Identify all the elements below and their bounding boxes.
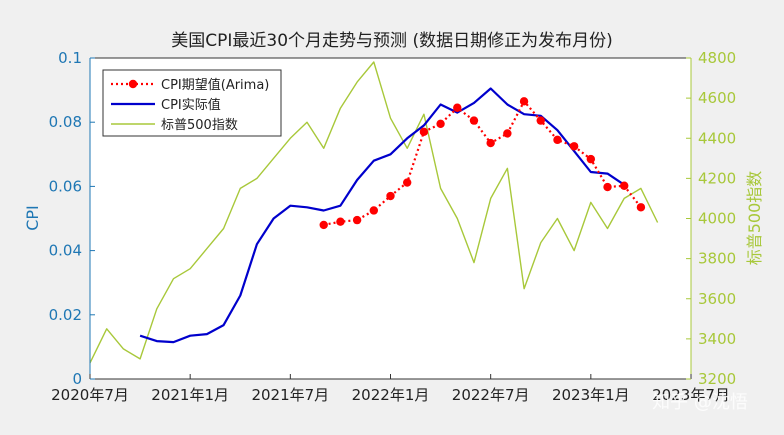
x-tick-label-5: 2023年1月 bbox=[552, 386, 630, 404]
ticks-layer: 2020年7月 2021年1月 2021年7月 2022年1月 2022年7月 2023年… bbox=[49, 49, 737, 404]
series-line-2 bbox=[89, 61, 659, 364]
legend-label-0: CPI期望值(Arima) bbox=[161, 77, 269, 93]
x-tick-label-3: 2022年1月 bbox=[352, 386, 430, 404]
series-point-0-5 bbox=[402, 178, 412, 187]
watermark: 知乎 @沈悟 bbox=[652, 392, 748, 413]
series-point-0-10 bbox=[486, 138, 495, 148]
series-point-0-7 bbox=[436, 119, 445, 129]
series-layer bbox=[89, 61, 659, 364]
series-point-0-14 bbox=[553, 135, 562, 145]
series-point-0-6 bbox=[419, 127, 429, 137]
series-point-0-3 bbox=[369, 206, 379, 215]
series-point-0-4 bbox=[386, 191, 395, 201]
chart-title: 美国CPI最近30个月走势与预测 (数据日期修正为发布月份) bbox=[171, 31, 612, 51]
legend-marker-0 bbox=[128, 79, 138, 89]
series-point-0-9 bbox=[469, 116, 479, 125]
x-tick-label-4: 2022年7月 bbox=[452, 386, 530, 404]
series-point-0-15 bbox=[569, 142, 579, 151]
legend-label-2: 标普500指数 bbox=[161, 118, 238, 133]
x-tick-label-2: 2021年7月 bbox=[251, 386, 329, 404]
y-left-tick-label-2: 0.04 bbox=[49, 242, 82, 260]
series-point-0-18 bbox=[620, 181, 629, 190]
y-left-tick-label-4: 0.08 bbox=[49, 113, 82, 131]
y-left-tick-label-1: 0.02 bbox=[49, 306, 82, 324]
y-right-tick-label-2: 3600 bbox=[698, 290, 736, 308]
series-point-0-12 bbox=[519, 97, 529, 106]
series-point-0-11 bbox=[503, 129, 512, 138]
series-point-0-2 bbox=[352, 215, 362, 225]
y-right-tick-label-5: 4200 bbox=[698, 169, 736, 187]
series-point-0-0 bbox=[319, 220, 328, 230]
x-tick-label-0: 2020年7月 bbox=[51, 386, 129, 404]
x-tick-label-6: 2023年7月 bbox=[652, 386, 730, 404]
series-point-0-16 bbox=[586, 154, 596, 164]
y-axis-left-label: CPI bbox=[23, 205, 42, 231]
series-point-0-19 bbox=[636, 203, 646, 212]
y-right-tick-label-0: 3200 bbox=[698, 370, 736, 388]
y-right-tick-label-8: 4800 bbox=[698, 49, 736, 67]
y-axis-right-label: 标普500指数 bbox=[745, 171, 764, 266]
legend-label-1: CPI实际值 bbox=[161, 97, 221, 113]
y-right-tick-label-7: 4600 bbox=[698, 89, 736, 107]
x-tick-label-1: 2021年1月 bbox=[151, 386, 229, 404]
series-point-0-8 bbox=[453, 103, 462, 112]
series-point-0-1 bbox=[336, 217, 345, 226]
y-right-tick-label-4: 4000 bbox=[698, 210, 736, 228]
y-right-tick-label-1: 3400 bbox=[698, 330, 736, 348]
y-left-tick-label-5: 0.1 bbox=[58, 49, 82, 67]
series-point-0-13 bbox=[536, 116, 545, 125]
y-right-tick-label-6: 4400 bbox=[698, 129, 736, 147]
series-point-0-17 bbox=[603, 182, 612, 192]
y-left-tick-label-3: 0.06 bbox=[49, 177, 82, 195]
y-right-tick-label-3: 3800 bbox=[698, 250, 736, 268]
y-left-tick-label-0: 0 bbox=[72, 370, 82, 388]
